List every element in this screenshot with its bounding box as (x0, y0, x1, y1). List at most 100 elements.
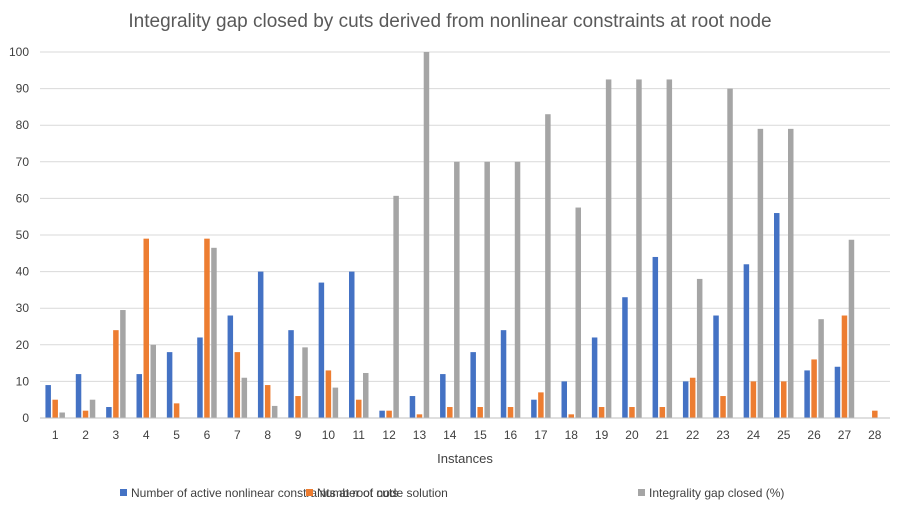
bar-series-2-instance-19 (598, 407, 605, 418)
x-tick-label: 11 (353, 428, 366, 442)
bar-series-2-instance-12 (386, 410, 392, 418)
x-tick-label: 23 (716, 428, 730, 442)
x-tick-label: 21 (656, 428, 670, 442)
bar-series-3-instance-19 (605, 79, 612, 418)
x-tick-label: 6 (204, 428, 211, 442)
bar-series-1-instance-24 (743, 264, 750, 418)
bar-series-3-instance-24 (757, 128, 764, 419)
bar-series-2-instance-23 (720, 396, 726, 418)
bar-series-2-instance-28 (872, 410, 878, 418)
x-tick-label: 12 (382, 428, 396, 442)
x-tick-label: 24 (747, 428, 761, 442)
bar-series-1-instance-26 (804, 370, 810, 418)
bar-series-1-instance-23 (713, 315, 719, 418)
y-tick-label: 10 (16, 374, 30, 388)
bar-series-1-instance-13 (409, 396, 416, 418)
legend-swatch (306, 489, 313, 496)
bar-series-2-instance-2 (82, 410, 89, 418)
x-tick-label: 7 (234, 428, 241, 442)
bar-series-3-instance-2 (89, 399, 96, 418)
bar-series-2-instance-10 (325, 370, 332, 418)
bar-series-2-instance-4 (143, 238, 149, 418)
bar-series-1-instance-20 (622, 297, 628, 418)
bar-series-3-instance-22 (696, 278, 703, 418)
bar-series-3-instance-15 (484, 161, 490, 419)
bar-series-1-instance-4 (136, 374, 142, 418)
bar-series-2-instance-8 (264, 385, 271, 418)
bar-series-1-instance-2 (75, 374, 82, 418)
bar-series-1-instance-9 (288, 330, 294, 418)
x-tick-label: 27 (838, 428, 852, 442)
legend-swatch (120, 489, 127, 496)
bar-series-2-instance-20 (629, 407, 635, 418)
legend-label: Number of cuts (317, 486, 398, 500)
x-tick-label: 15 (474, 428, 488, 442)
bar-series-1-instance-19 (591, 337, 598, 418)
x-tick-label: 20 (625, 428, 639, 442)
bar-series-2-instance-3 (113, 330, 119, 418)
y-tick-label: 80 (16, 118, 30, 132)
bar-series-1-instance-16 (500, 330, 507, 418)
bar-series-3-instance-17 (545, 114, 551, 418)
bar-series-1-instance-18 (561, 381, 567, 418)
bar-series-3-instance-21 (666, 79, 673, 418)
x-tick-label: 28 (868, 428, 882, 442)
x-tick-label: 19 (595, 428, 609, 442)
bar-series-2-instance-26 (811, 359, 817, 418)
bar-series-3-instance-14 (454, 161, 460, 419)
bar-series-3-instance-1 (59, 412, 65, 418)
bar-series-1-instance-14 (440, 374, 446, 418)
bar-series-3-instance-11 (363, 372, 369, 418)
bar-series-1-instance-22 (682, 381, 689, 418)
bar-series-3-instance-4 (150, 344, 156, 418)
bar-series-1-instance-11 (349, 271, 355, 418)
bar-series-1-instance-15 (470, 352, 476, 418)
bars (45, 52, 878, 419)
x-tick-label: 13 (413, 428, 427, 442)
y-tick-label: 100 (9, 45, 29, 59)
y-tick-label: 50 (16, 228, 30, 242)
legend-label: Number of active nonlinear constraints a… (131, 486, 448, 500)
bar-series-1-instance-6 (197, 337, 203, 418)
bar-series-1-instance-7 (227, 315, 234, 418)
bar-series-2-instance-17 (538, 392, 544, 418)
x-axis-title: Instances (437, 451, 493, 466)
bar-series-3-instance-20 (636, 79, 642, 418)
bar-series-2-instance-21 (659, 407, 666, 418)
bar-series-2-instance-7 (234, 352, 241, 418)
bar-series-2-instance-6 (204, 238, 210, 418)
x-tick-label: 17 (534, 428, 548, 442)
bar-series-2-instance-22 (689, 377, 696, 418)
y-tick-label: 70 (16, 155, 30, 169)
x-tick-label: 26 (807, 428, 821, 442)
bar-series-3-instance-8 (271, 405, 278, 418)
bar-series-2-instance-9 (295, 396, 301, 418)
bar-series-3-instance-16 (514, 161, 521, 419)
chart-title: Integrality gap closed by cuts derived f… (128, 11, 771, 32)
bar-series-1-instance-12 (379, 410, 385, 418)
bar-series-3-instance-23 (727, 88, 733, 418)
legend-swatch (638, 489, 645, 496)
bar-series-3-instance-27 (848, 239, 855, 418)
x-tick-label: 8 (264, 428, 271, 442)
bar-series-2-instance-11 (356, 399, 362, 418)
bar-series-1-instance-5 (166, 352, 173, 418)
bar-series-3-instance-13 (423, 52, 430, 418)
bar-series-3-instance-7 (241, 377, 248, 418)
y-tick-label: 40 (16, 265, 30, 279)
bar-series-3-instance-10 (332, 387, 339, 418)
x-tick-label: 16 (504, 428, 518, 442)
bar-series-2-instance-14 (447, 407, 453, 418)
bar-series-1-instance-3 (106, 407, 112, 418)
bar-series-1-instance-27 (834, 366, 841, 418)
bar-series-1-instance-8 (257, 271, 264, 418)
bar-series-2-instance-25 (781, 381, 787, 418)
y-tick-label: 60 (16, 191, 30, 205)
bar-series-3-instance-9 (302, 347, 308, 418)
bar-series-1-instance-25 (774, 213, 780, 418)
x-tick-label: 14 (443, 428, 457, 442)
bar-series-2-instance-27 (841, 315, 848, 418)
x-tick-label: 4 (143, 428, 150, 442)
